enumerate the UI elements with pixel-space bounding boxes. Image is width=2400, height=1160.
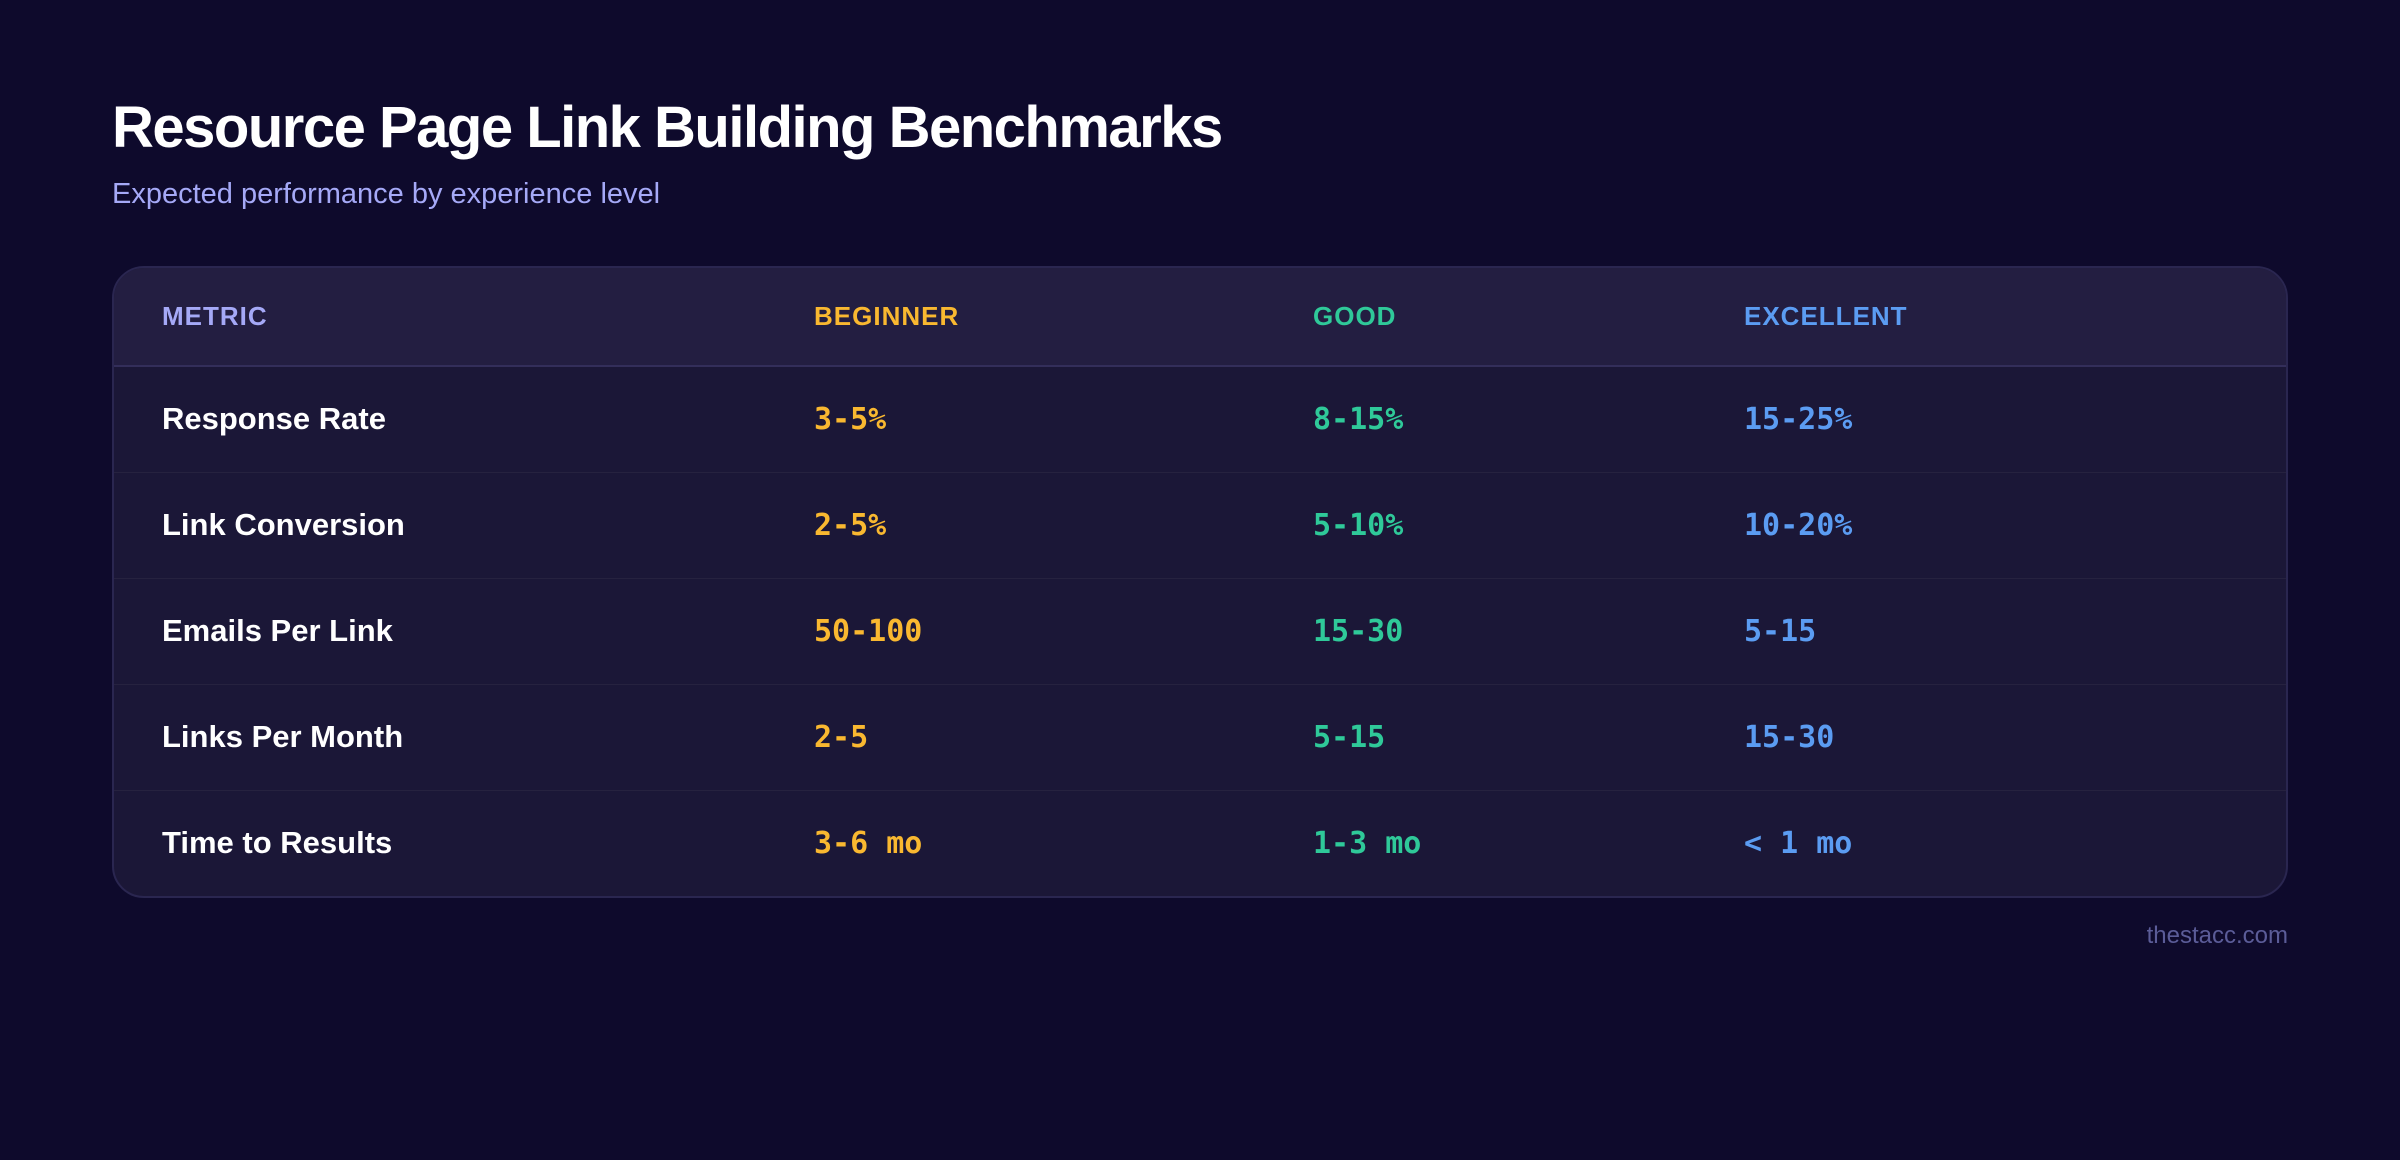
metric-name-cell: Link Conversion: [114, 471, 814, 578]
good-value-cell: 1-3 mo: [1313, 789, 1744, 896]
excellent-value-cell: 15-30: [1744, 683, 2286, 790]
beginner-value-cell: 2-5%: [814, 471, 1313, 578]
metric-name-cell: Time to Results: [114, 789, 814, 896]
excellent-value-cell: < 1 mo: [1744, 789, 2286, 896]
good-value-cell: 5-10%: [1313, 471, 1744, 578]
table-row: Response Rate 3-5% 8-15% 15-25%: [114, 366, 2286, 472]
table-row: Emails Per Link 50-100 15-30 5-15: [114, 577, 2286, 684]
beginner-value-cell: 3-5%: [814, 401, 887, 437]
table-row: Links Per Month 2-5 5-15 15-30: [114, 683, 2286, 790]
column-header-excellent: EXCELLENT: [1744, 268, 2286, 367]
excellent-value-cell: 15-25%: [1744, 401, 1853, 437]
table-header-row: METRIC BEGINNER GOOD EXCELLENT: [114, 268, 2286, 367]
table-header: METRIC BEGINNER GOOD EXCELLENT: [114, 268, 2286, 367]
metric-name-cell: Links Per Month: [114, 683, 814, 790]
benchmarks-table-card: METRIC BEGINNER GOOD EXCELLENT Response …: [112, 266, 2288, 898]
column-header-metric: METRIC: [114, 268, 814, 367]
good-value-cell: 8-15%: [1313, 401, 1404, 437]
excellent-value-cell: 5-15: [1744, 577, 2286, 684]
good-value-cell: 5-15: [1313, 683, 1744, 790]
beginner-value-cell: 3-6 mo: [814, 789, 1313, 896]
page-subtitle: Expected performance by experience level: [112, 178, 661, 210]
metric-name-cell: Emails Per Link: [114, 577, 814, 684]
benchmarks-table: METRIC BEGINNER GOOD EXCELLENT Response …: [114, 268, 2286, 896]
excellent-value-cell: 10-20%: [1744, 471, 2286, 578]
metric-name-cell: Response Rate: [162, 401, 386, 437]
column-header-beginner: BEGINNER: [814, 268, 1313, 367]
footer-credit: thestacc.com: [2146, 922, 2288, 949]
table-row: Link Conversion 2-5% 5-10% 10-20%: [114, 471, 2286, 578]
good-value-cell: 15-30: [1313, 577, 1744, 684]
page-title: Resource Page Link Building Benchmarks: [112, 95, 1223, 160]
beginner-value-cell: 50-100: [814, 577, 1313, 684]
table-row: Time to Results 3-6 mo 1-3 mo < 1 mo: [114, 789, 2286, 896]
column-header-good: GOOD: [1313, 268, 1744, 367]
beginner-value-cell: 2-5: [814, 683, 1313, 790]
table-body: Response Rate 3-5% 8-15% 15-25% Link Con…: [114, 366, 2286, 896]
